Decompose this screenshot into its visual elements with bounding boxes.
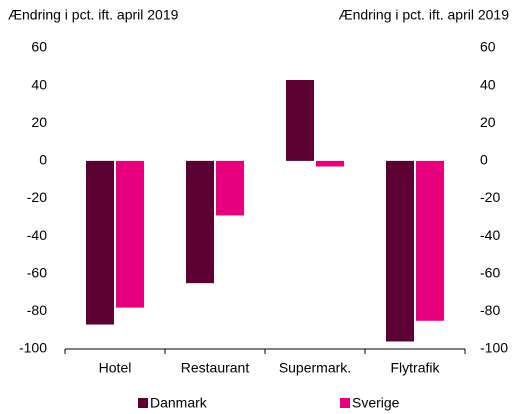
bar — [116, 160, 144, 308]
y2-tick-label: 40 — [480, 76, 496, 92]
legend-swatch — [138, 398, 148, 408]
y-tick-label: 20 — [31, 114, 47, 130]
x-tick-label: Hotel — [99, 360, 132, 376]
y2-tick-label: 60 — [480, 39, 496, 55]
bar — [286, 79, 314, 161]
bar — [416, 160, 444, 321]
bar — [316, 160, 344, 167]
x-tick-label: Restaurant — [181, 360, 250, 376]
y-tick-label: -20 — [27, 189, 47, 205]
legend-label: Danmark — [150, 395, 208, 411]
y2-tick-label: 0 — [480, 152, 488, 168]
y-tick-label: 40 — [31, 76, 47, 92]
y-tick-label: 60 — [31, 39, 47, 55]
y-tick-label: 0 — [39, 152, 47, 168]
y2-axis-label: Ændring i pct. ift. april 2019 — [339, 7, 510, 23]
y2-tick-label: 20 — [480, 114, 496, 130]
y2-tick-label: -60 — [480, 264, 500, 280]
legend-swatch — [340, 398, 350, 408]
y2-tick-label: -40 — [480, 227, 500, 243]
x-tick-label: Flytrafik — [391, 360, 441, 376]
legend-label: Sverige — [352, 395, 400, 411]
bar — [186, 160, 214, 284]
y-tick-label: -100 — [19, 340, 47, 356]
y2-tick-label: -100 — [480, 340, 508, 356]
y-tick-label: -40 — [27, 227, 47, 243]
y-tick-label: -80 — [27, 302, 47, 318]
y2-tick-label: -20 — [480, 189, 500, 205]
bar — [386, 160, 414, 342]
bar — [216, 160, 244, 216]
y-axis-label: Ændring i pct. ift. april 2019 — [8, 7, 179, 23]
y2-tick-label: -80 — [480, 302, 500, 318]
x-tick-label: Supermark. — [279, 360, 351, 376]
y-tick-label: -60 — [27, 264, 47, 280]
bar — [86, 160, 114, 325]
